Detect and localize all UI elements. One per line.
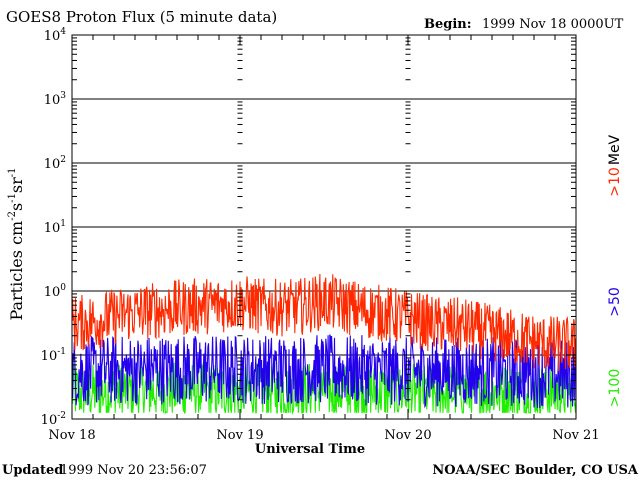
legend-entry: >100 xyxy=(607,369,623,407)
x-axis-label: Universal Time xyxy=(255,442,365,457)
x-tick-labels: Nov 18 Nov 19 Nov 20 Nov 21 xyxy=(48,428,599,443)
y-tick-label: 103 xyxy=(44,91,67,108)
series-lines xyxy=(71,273,577,415)
legend: >10 >50 >100 MeV xyxy=(607,134,623,407)
x-tick-label: Nov 18 xyxy=(48,428,95,443)
y-tick-labels: 10-2 10-1 100 101 102 103 104 xyxy=(41,27,67,428)
legend-entry: >50 xyxy=(607,287,623,317)
x-tick-label: Nov 21 xyxy=(552,428,599,443)
chart-title: GOES8 Proton Flux (5 minute data) xyxy=(6,8,277,26)
plot-frame xyxy=(71,34,577,420)
updated-label: Updated xyxy=(2,463,63,478)
y-tick-label: 102 xyxy=(44,155,66,172)
updated-value: 1999 Nov 20 23:56:07 xyxy=(60,463,207,478)
x-tick-label: Nov 20 xyxy=(384,428,431,443)
legend-entry: >10 xyxy=(607,167,623,197)
y-tick-label: 10-1 xyxy=(41,347,66,364)
y-tick-label: 101 xyxy=(44,219,66,236)
y-tick-label: 100 xyxy=(44,283,67,300)
series-50-line xyxy=(71,334,577,409)
y-axis-label: Particles cm-2s-1sr-1 xyxy=(7,167,26,320)
begin-label: Begin: xyxy=(424,17,472,32)
y-tick-label: 104 xyxy=(44,27,67,44)
series-10-line xyxy=(71,273,577,372)
axes xyxy=(71,34,577,420)
x-tick-label: Nov 19 xyxy=(216,428,263,443)
begin-value: 1999 Nov 18 0000UT xyxy=(482,17,624,32)
source-credit: NOAA/SEC Boulder, CO USA xyxy=(432,463,639,478)
y-tick-label: 10-2 xyxy=(41,411,66,428)
legend-unit: MeV xyxy=(607,134,623,165)
